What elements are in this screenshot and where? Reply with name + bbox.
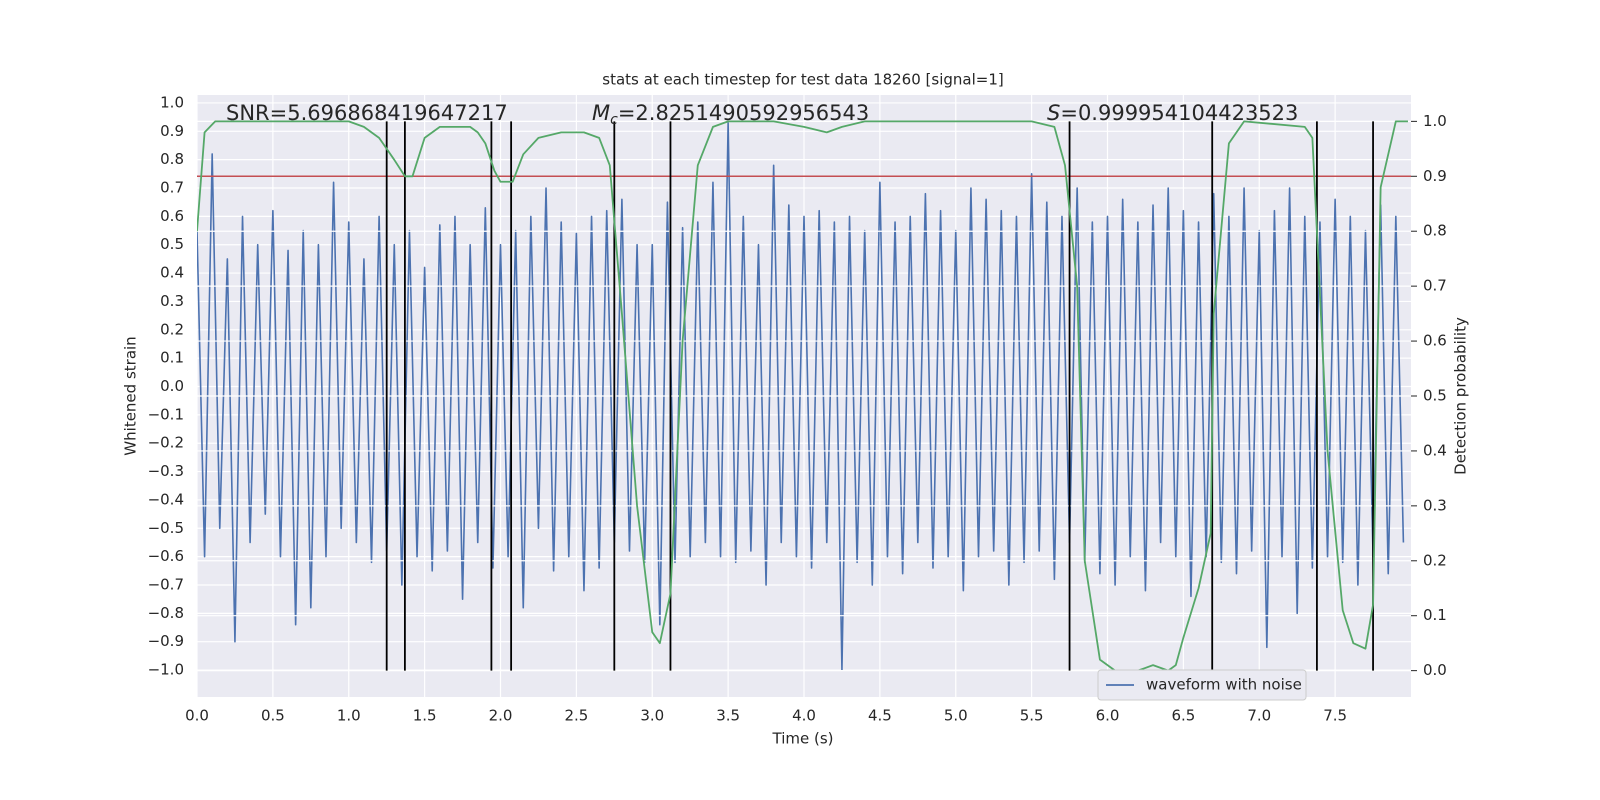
y2-tick-label: 0.2 [1423,551,1447,569]
y2-tick-label: 0.7 [1423,277,1447,295]
y-tick-label: 0.1 [160,349,184,367]
annotation-text: =0.999954104423523 [1060,101,1298,125]
y2-tick-label: 1.0 [1423,112,1447,130]
annotation-text: SNR=5.696868419647217 [226,101,508,125]
x-tick-label: 2.5 [564,707,588,725]
annotation: SNR=5.696868419647217 [226,101,508,125]
y2-axis-label: Detection probability [1452,317,1470,475]
chart-title: stats at each timestep for test data 182… [602,71,1003,89]
annotation: S=0.999954104423523 [1047,101,1298,125]
y-tick-label: −0.8 [148,604,184,622]
x-tick-label: 1.0 [337,707,361,725]
plot-area [197,120,1411,672]
x-tick-label: 3.0 [640,707,664,725]
x-tick-label: 4.0 [792,707,816,725]
y2-tick-label: 0.3 [1423,496,1447,514]
x-tick-label: 4.5 [868,707,892,725]
y-tick-label: 0.2 [160,320,184,338]
x-tick-label: 5.0 [944,707,968,725]
x-tick-label: 7.0 [1247,707,1271,725]
y-tick-label: 0.4 [160,264,184,282]
y2-tick-label: 0.9 [1423,167,1447,185]
x-tick-label: 6.0 [1096,707,1120,725]
y-tick-label: −0.3 [148,462,184,480]
y-tick-label: −0.2 [148,434,184,452]
x-tick-label: 1.5 [413,707,437,725]
x-tick-label: 0.0 [185,707,209,725]
annotation-symbol: S [1047,101,1060,125]
y2-tick-label: 0.6 [1423,332,1447,350]
y-tick-label: 0.6 [160,207,184,225]
y2-tick-label: 0.4 [1423,441,1447,459]
y2-tick-label: 0.8 [1423,222,1447,240]
y-tick-label: −0.7 [148,575,184,593]
y-tick-label: 0.7 [160,179,184,197]
y-tick-label: 0.3 [160,292,184,310]
y-tick-label: −0.9 [148,632,184,650]
y-tick-label: 0.9 [160,122,184,140]
y-tick-label: −0.4 [148,490,184,508]
y-axis-label: Whitened strain [122,336,140,455]
series-line [197,121,1405,671]
x-tick-label: 3.5 [716,707,740,725]
x-tick-label: 5.5 [1020,707,1044,725]
x-tick-label: 7.5 [1323,707,1347,725]
legend-box [1097,669,1307,701]
x-tick-label: 6.5 [1171,707,1195,725]
annotation-subscript: c [610,112,618,128]
y-tick-label: 1.0 [160,93,184,111]
y-tick-label: 0.8 [160,150,184,168]
y-tick-label: −0.6 [148,547,184,565]
y2-tick-label: 0.1 [1423,606,1447,624]
annotation: Mc=2.8251490592956543 [592,101,869,128]
y-tick-label: −0.5 [148,519,184,537]
annotation-symbol: M [592,101,610,125]
y-tick-label: −1.0 [148,661,184,679]
x-tick-label: 2.0 [489,707,513,725]
y2-tick-label: 0.5 [1423,387,1447,405]
x-axis-label: Time (s) [772,730,834,748]
legend-label: waveform with noise [1146,676,1302,694]
y2-tick-label: 0.0 [1423,661,1447,679]
x-tick-label: 0.5 [261,707,285,725]
annotation-text: =2.8251490592956543 [618,101,869,125]
y-tick-label: 0.0 [160,377,184,395]
series-line [197,120,1408,672]
y-tick-label: 0.5 [160,235,184,253]
y-tick-label: −0.1 [148,405,184,423]
